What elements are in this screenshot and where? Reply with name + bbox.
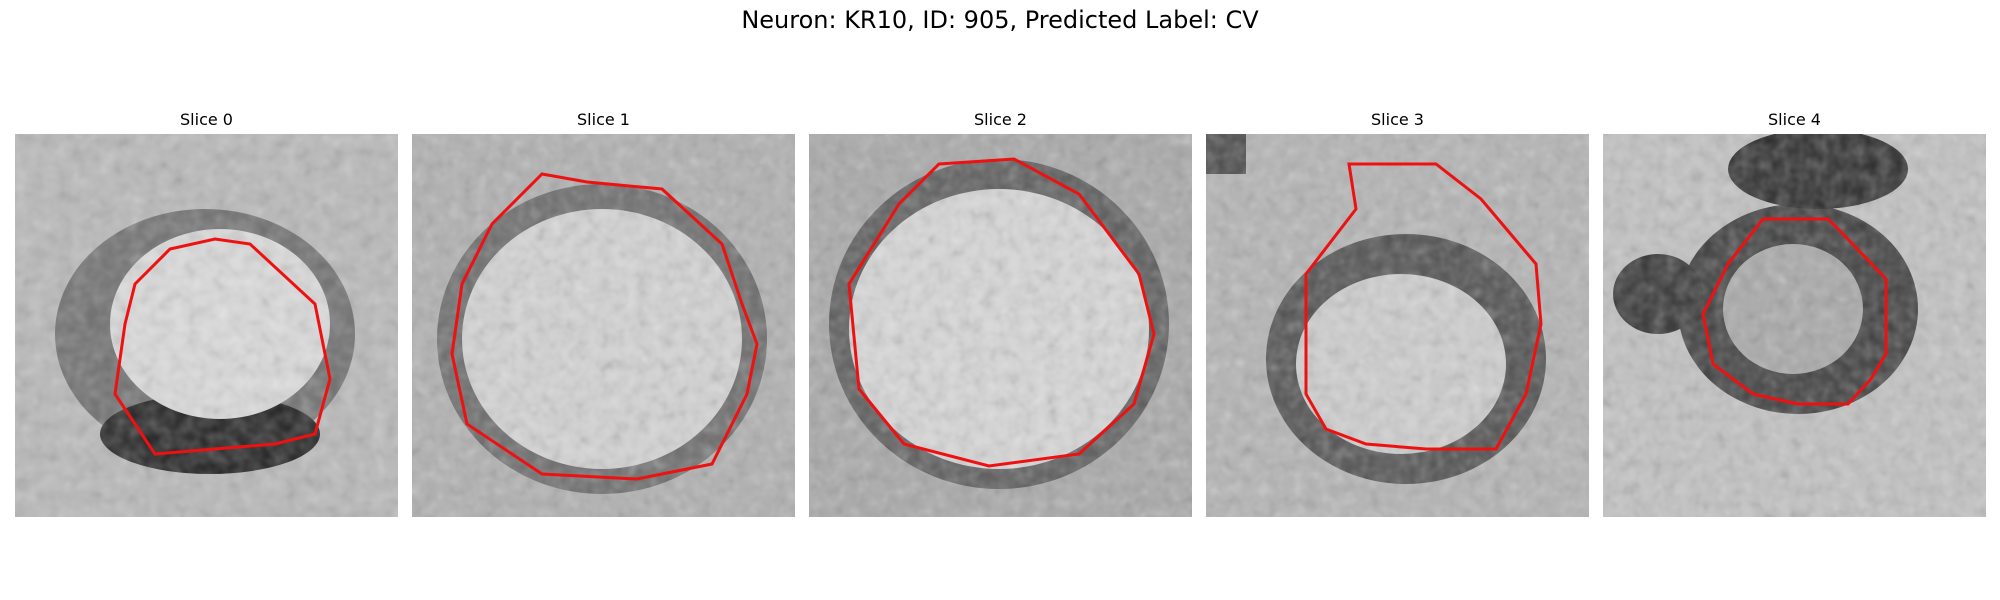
slice-panel-2: Slice 2: [809, 108, 1192, 517]
noise-texture: [15, 134, 398, 517]
segmentation-contour: [1304, 162, 1543, 451]
noise-texture: [809, 134, 1192, 517]
slice-image-0: [15, 134, 398, 517]
slice-image-3: [1206, 134, 1589, 517]
slice-title-2: Slice 2: [974, 110, 1027, 129]
noise-texture: [412, 134, 795, 517]
slice-title-4: Slice 4: [1768, 110, 1821, 129]
slice-panel-1: Slice 1: [412, 108, 795, 517]
slice-panel-0: Slice 0: [15, 108, 398, 517]
slice-panel-4: Slice 4: [1603, 108, 1986, 517]
slice-panel-3: Slice 3: [1206, 108, 1589, 517]
segmentation-contour: [847, 157, 1156, 468]
slice-image-2: [809, 134, 1192, 517]
slice-title-0: Slice 0: [180, 110, 233, 129]
slice-image-1: [412, 134, 795, 517]
segmentation-contour: [450, 172, 759, 481]
slice-title-1: Slice 1: [577, 110, 630, 129]
segmentation-contour: [113, 237, 332, 456]
noise-texture: [1206, 134, 1589, 517]
slice-image-4: [1603, 134, 1986, 517]
segmentation-contour: [1701, 217, 1888, 406]
noise-texture: [1603, 134, 1986, 517]
figure-title: Neuron: KR10, ID: 905, Predicted Label: …: [741, 6, 1259, 34]
slice-title-3: Slice 3: [1371, 110, 1424, 129]
